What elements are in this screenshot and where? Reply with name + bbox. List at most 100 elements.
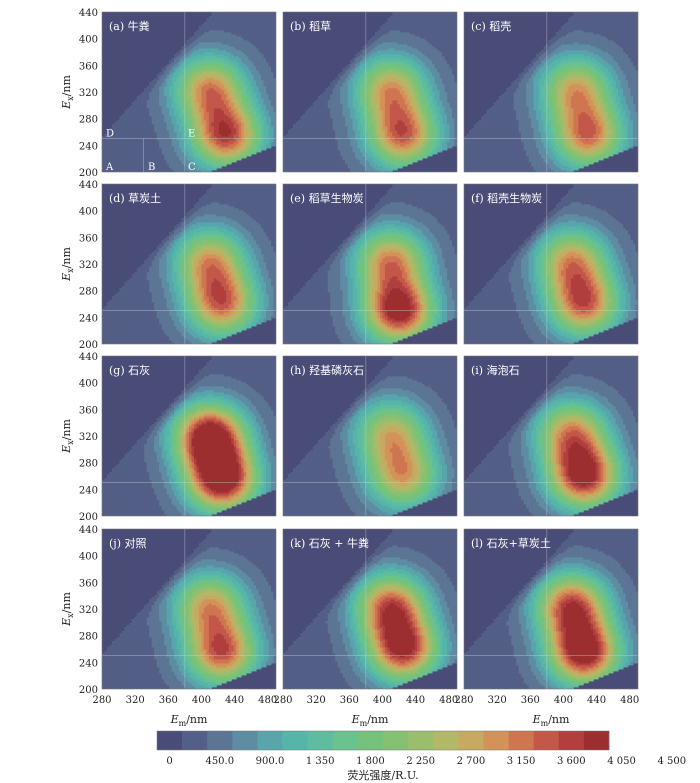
y-tick-label: 280: [79, 459, 98, 470]
panel-frame: [463, 183, 639, 345]
colorbar-swatch: [232, 731, 258, 750]
colorbar: 0 450.0 900.0 1 350 1 800 2 250 2 700 3 150 3 60…: [156, 730, 686, 782]
heatmap: [102, 12, 276, 172]
x-tick-label: 320: [307, 695, 326, 706]
colorbar-tick-label: 1 350: [306, 756, 335, 767]
panel-frame: [101, 183, 277, 345]
region-label: A: [105, 162, 114, 173]
colorbar-swatch: [307, 731, 334, 750]
x-tick-label: 480: [258, 695, 277, 706]
x-axis-title: Em/nm: [532, 713, 570, 728]
panel-label: (e) 稻草生物炭: [290, 191, 364, 205]
panel-frame: [101, 11, 277, 173]
panel-label: (a) 牛粪: [109, 19, 150, 33]
colorbar-swatch: [332, 731, 359, 750]
y-tick-label: 400: [79, 35, 98, 46]
panel-label: (c) 稻壳: [471, 19, 511, 33]
panel-frame: [101, 528, 277, 690]
x-tick-label: 280: [273, 695, 292, 706]
y-tick-label: 360: [79, 233, 98, 244]
eem-panel: (l) 石灰+草炭土: [463, 528, 639, 690]
colorbar-swatch: [257, 731, 283, 750]
colorbar-tick-label: 3 600: [557, 756, 586, 767]
y-tick-label: 400: [79, 552, 98, 563]
colorbar-swatch: [433, 731, 459, 750]
heatmap: [102, 529, 276, 689]
eem-panel: (a) 牛粪 A B C D E: [101, 11, 277, 173]
colorbar-swatch: [282, 731, 308, 750]
x-tick-label: 320: [126, 695, 145, 706]
colorbar-swatch: [558, 731, 585, 750]
y-axis-title: Ex/nm: [60, 75, 75, 110]
panel-label: (h) 羟基磷灰石: [290, 363, 364, 377]
heatmap: [283, 184, 457, 344]
region-label: C: [188, 162, 196, 173]
colorbar-swatch: [182, 731, 208, 750]
heatmap: [464, 12, 638, 172]
eem-panel: (g) 石灰: [101, 355, 277, 517]
panel-label: (l) 石灰+草炭土: [471, 536, 551, 550]
colorbar-swatch: [207, 731, 233, 750]
colorbar-tick-label: 4 500: [657, 756, 686, 767]
y-tick-label: 400: [79, 379, 98, 390]
y-tick-label: 280: [79, 115, 98, 126]
y-tick-label: 280: [79, 632, 98, 643]
colorbar-tick-label: 450.0: [205, 756, 234, 767]
colorbar-swatch: [357, 731, 384, 750]
colorbar-tick-label: 1 800: [356, 756, 385, 767]
x-tick-label: 440: [225, 695, 244, 706]
heatmap: [283, 12, 457, 172]
panel-label: (d) 草炭土: [109, 192, 161, 205]
colorbar-swatch: [408, 731, 434, 750]
eem-panel: (d) 草炭土: [101, 183, 277, 345]
x-tick-label: 480: [620, 695, 639, 706]
heatmap: [102, 356, 276, 516]
heatmap: [464, 184, 638, 344]
eem-panel: (c) 稻壳: [463, 11, 639, 173]
y-tick-label: 320: [79, 88, 98, 99]
y-tick-label: 320: [79, 605, 98, 616]
panel-label: (g) 石灰: [109, 363, 150, 377]
eem-panel: (k) 石灰 + 牛粪: [282, 528, 458, 690]
panel-label: (f) 稻壳生物炭: [471, 191, 542, 205]
x-tick-label: 440: [587, 695, 606, 706]
y-tick-label: 240: [79, 141, 98, 152]
panel-frame: [463, 355, 639, 517]
panel-label: (b) 稻草: [290, 20, 331, 33]
x-axis-title: Em/nm: [351, 713, 389, 728]
y-axis-title: Ex/nm: [60, 592, 75, 627]
eem-panel: (e) 稻草生物炭: [282, 183, 458, 345]
x-tick-label: 400: [373, 695, 392, 706]
y-axis-title: Ex/nm: [60, 247, 75, 282]
colorbar-swatch: [508, 731, 534, 750]
x-tick-label: 360: [521, 695, 540, 706]
eem-panel: (h) 羟基磷灰石: [282, 355, 458, 517]
x-axis-title: Em/nm: [170, 713, 208, 728]
y-tick-label: 200: [79, 512, 98, 523]
axes: 200 240 280 320 360 400 440 Ex/nm 200 240 280 320 36…: [60, 8, 639, 728]
heatmap: [102, 184, 276, 344]
heatmap: [283, 529, 457, 689]
y-tick-label: 440: [79, 180, 98, 191]
region-label: E: [188, 129, 195, 140]
y-tick-label: 200: [79, 685, 98, 696]
colorbar-swatch: [583, 731, 610, 750]
panel-grid: (a) 牛粪 A B C D E (b) 稻草 (c) 稻壳 (d) 草炭土 (e) 稻草生物炭 (…: [101, 11, 639, 690]
y-tick-label: 440: [79, 8, 98, 19]
panel-frame: [101, 355, 277, 517]
colorbar-swatch: [458, 731, 484, 750]
x-tick-label: 480: [439, 695, 458, 706]
y-tick-label: 440: [79, 525, 98, 536]
colorbar-swatch: [533, 731, 560, 750]
y-tick-label: 360: [79, 61, 98, 72]
colorbar-swatch: [483, 731, 509, 750]
x-tick-label: 400: [192, 695, 211, 706]
y-tick-label: 400: [79, 207, 98, 218]
y-axis-title: Ex/nm: [60, 419, 75, 454]
y-tick-label: 360: [79, 405, 98, 416]
colorbar-tick-label: 2 700: [457, 756, 486, 767]
colorbar-frame: [156, 730, 610, 751]
colorbar-tick-label: 0: [166, 756, 172, 767]
colorbar-tick-label: 900.0: [256, 756, 285, 767]
